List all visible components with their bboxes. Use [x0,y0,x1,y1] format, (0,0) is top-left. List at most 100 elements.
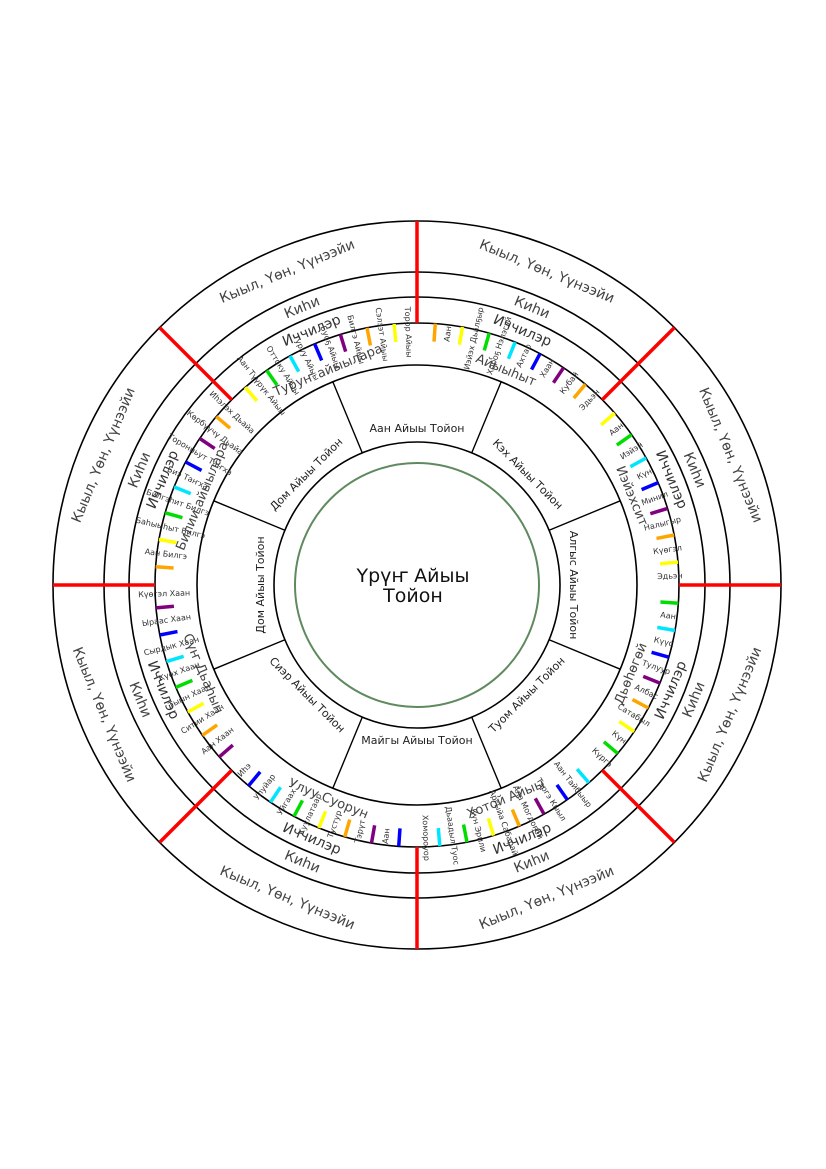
spirit-bar [164,511,183,520]
spirit-bar [656,625,676,633]
spirit-name: Тулуур [640,658,672,676]
aiyy-name: Майгы Айыы Тойон [361,734,472,747]
outer-label: Кыыл, Үөн, Үүнээйи [695,385,765,525]
spirit-bar [392,323,398,343]
spirit-bar [313,343,324,362]
aiyy-name: Алгыс Айыы Тойон [567,531,580,640]
aiyy-divider [332,381,363,454]
spirit-bar [572,383,587,400]
spirit-name: Тэргэ Кыыл [534,776,568,823]
kihi-label: Киһи [680,450,709,490]
spirit-name: Аан [660,610,677,621]
center-title-line1: Үрүҥ Айыы [356,565,470,587]
spirit-bar [165,654,185,664]
spirit-bar [656,533,675,541]
spirit-bar [575,768,591,784]
spirit-bar [198,437,216,451]
center-title: Үрүҥ Айыы Тойон [313,566,513,606]
spirit-bar [369,824,377,844]
spirit-bar [338,333,348,353]
spirit-bar [396,828,402,847]
spirit-bar [292,799,304,818]
spirit-bar [660,600,679,606]
spirit-bar [247,770,262,787]
outer-label: Кыыл, Үөн, Үүнээйи [477,863,617,933]
spirit-name: Хаан [538,357,556,379]
aiyy-ring [273,441,561,729]
spirit-bar [457,326,465,346]
sector-divider [601,326,676,401]
spirit-name: Аан Хаан [200,725,236,756]
kihi-label: Киһи [282,293,322,322]
sector-ring [196,364,638,806]
kihi-label: Киһи [125,450,154,490]
spirit-bar [615,433,633,447]
spirit-bar [215,415,232,430]
spirit-name: Иһэ [236,761,253,778]
aiyy-name: Аан Айыы Тойон [369,422,464,435]
sector-divider [158,769,233,844]
spirit-bar [432,323,438,342]
spirit-name: Иэйэй [618,440,644,461]
spirit-bar [158,537,178,545]
spirit-name: Ыраас Хаан [141,612,191,628]
spirit-name: Күөгэл Хаан [138,588,190,599]
aiyy-divider [213,500,286,531]
spirit-bar [159,629,178,637]
spirit-bar [155,604,175,610]
kihi-label: Киһи [125,680,154,720]
aiyy-divider [471,716,502,789]
spirit-bar [510,808,521,827]
spirit-bar [436,827,442,847]
outer-label: Кыыл, Үөн, Үүнээйи [69,385,139,525]
spirit-bar [317,810,328,829]
aiyy-divider [548,639,621,670]
spirit-name: Албас [633,683,659,702]
spirit-name: Эдьэн [657,571,683,581]
spirit-bar [461,824,469,843]
spirit-name: Хомороуор [421,815,432,861]
spirit-color-bars [155,323,679,847]
outer-label: Кыыл, Үөн, Үүнээйи [217,237,357,307]
spirit-bar [265,369,279,387]
kihi-label: Киһи [512,293,552,322]
spirit-bar [555,783,569,801]
outer-label: Кыыл, Үөн, Үүнээйи [695,645,765,785]
spirit-bar [343,819,352,838]
spirit-bar [651,650,670,659]
spirit-name: Аан [381,828,392,845]
spirit-name: Күүс [653,635,674,648]
spirit-bar [173,485,192,496]
spirit-name: Ахтар [515,343,534,369]
outer-label: Кыыл, Үөн, Үүнээйи [477,237,617,307]
center-title-line2: Тойон [383,585,443,607]
aiyy-name: Дом Айыы Тойон [254,536,267,633]
spirit-bar [642,674,661,685]
spirit-bar [506,341,517,360]
spirit-bar [184,460,203,472]
spirit-name: Дьаадыл Туос [444,806,461,866]
spirit-bar [640,481,659,492]
spirit-bar [201,723,219,737]
spirit-bar [269,786,283,804]
spirit-bar [618,719,636,733]
spirit-name: Торор Айыы [403,306,414,358]
spirit-bar [365,327,373,346]
spirit-bar [175,678,194,689]
spirit-name: Күн [635,467,653,482]
sector-divider [601,769,676,844]
sector-dividers [53,221,781,949]
spirit-bar [187,701,205,714]
kihi-label: Киһи [680,680,709,720]
spirit-bar [486,817,496,837]
core-circle [294,462,540,708]
spirit-bar [155,564,174,570]
aiyy-divider [332,716,363,789]
aiyy-divider [548,500,621,531]
spirit-bar [218,743,234,759]
spirit-bar [530,352,542,371]
spirit-bar [631,698,650,710]
outer-label: Кыыл, Үөн, Үүнээйи [217,863,357,933]
spirit-bar [551,366,565,384]
